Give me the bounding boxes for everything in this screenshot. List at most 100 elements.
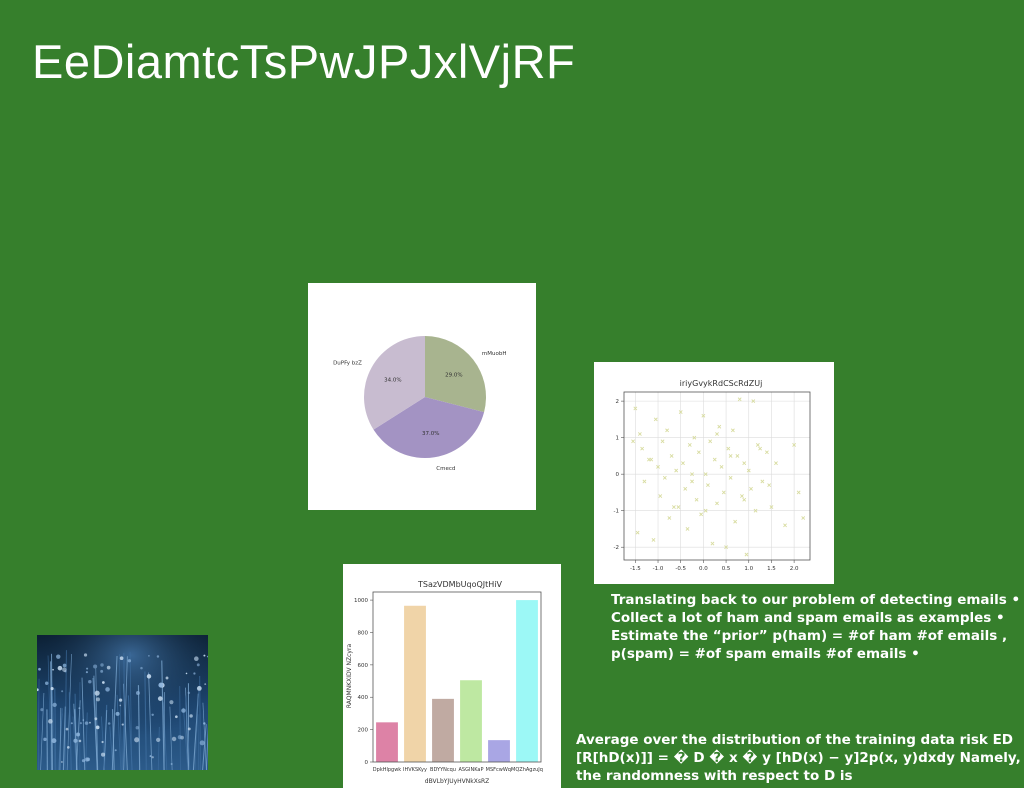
- scatter-point: [728, 453, 733, 458]
- photo-blossom: [158, 682, 164, 688]
- scatter-xtick-label: 2.0: [790, 566, 799, 572]
- photo-blossom: [115, 711, 120, 716]
- photo-blossom: [106, 665, 111, 670]
- bar-plot-frame: [372, 591, 542, 763]
- scatter-point: [694, 497, 699, 502]
- scatter-point: [633, 406, 638, 411]
- photo-blossom: [79, 722, 82, 725]
- scatter-point: [683, 486, 688, 491]
- photo-stem: [40, 692, 45, 770]
- photo-blossom: [73, 738, 78, 743]
- scatter-point: [662, 475, 667, 480]
- photo-blossom: [119, 656, 124, 661]
- scatter-point: [706, 483, 710, 488]
- scatter-point: [769, 505, 774, 509]
- photo-blossom: [127, 659, 132, 663]
- scatter-point: [667, 516, 672, 520]
- bar: [404, 605, 426, 762]
- scatter-ytick-label: 2: [616, 399, 620, 405]
- photo-stem: [37, 678, 40, 770]
- bar-chart-ylabel: RAQMNKXIDV NZcyra: [346, 644, 353, 709]
- photo-blossom: [157, 696, 163, 701]
- photo-blossom: [187, 727, 191, 731]
- photo-blossom: [83, 653, 88, 657]
- lavender-field-photo: [37, 635, 208, 770]
- photo-blossom: [100, 663, 104, 667]
- photo-blossom: [78, 707, 81, 710]
- photo-blossom: [196, 686, 202, 691]
- photo-stem: [157, 726, 160, 770]
- scatter-point: [676, 505, 681, 509]
- scatter-xtick-label: -1.5: [630, 566, 641, 572]
- photo-blossom: [170, 763, 173, 766]
- photo-blossom: [204, 683, 207, 686]
- photo-blossom: [81, 759, 86, 763]
- photo-stem: [59, 707, 62, 770]
- scatter-point: [637, 432, 642, 436]
- photo-blossom: [56, 654, 61, 659]
- photo-blossom: [169, 700, 174, 705]
- photo-blossom: [102, 681, 105, 684]
- scatter-point: [660, 439, 665, 444]
- scatter-point: [733, 519, 738, 524]
- scatter-point: [703, 472, 708, 477]
- scatter-chart-title: iriyGvykRdCScRdZUj: [680, 379, 763, 388]
- photo-blossom: [84, 721, 89, 725]
- slide-title: EeDiamtcTsPwJPJxlVjRF: [32, 35, 576, 88]
- bar-xtick-label: ASGINKaP: [459, 767, 484, 773]
- scatter-point: [746, 468, 751, 473]
- scatter-point: [755, 443, 760, 447]
- bar: [432, 698, 454, 762]
- photo-blossom: [185, 672, 188, 675]
- scatter-point: [674, 468, 679, 473]
- scatter-point: [737, 397, 742, 402]
- photo-blossom: [85, 671, 88, 674]
- scatter-xtick-label: 0.5: [722, 566, 731, 572]
- photo-stem: [100, 716, 106, 770]
- bar: [376, 722, 398, 762]
- scatter-point: [701, 413, 706, 418]
- photo-stem: [54, 688, 57, 770]
- scatter-point: [687, 443, 692, 447]
- photo-blossom: [114, 749, 117, 752]
- photo-blossom: [66, 746, 70, 749]
- photo-stem: [68, 692, 72, 770]
- bar-xtick-label: DpkHlpgwk: [373, 767, 402, 773]
- photo-stem: [194, 685, 200, 770]
- pie-pct-label: 37.0%: [422, 431, 439, 437]
- bar-chart-card: TSazVDMbUqoQJtHiV RAQMNKXIDV NZcyra DpkH…: [343, 564, 561, 788]
- photo-blossom: [203, 654, 206, 657]
- photo-blossom: [156, 655, 160, 658]
- photo-blossom: [100, 669, 104, 673]
- scatter-point: [692, 435, 697, 440]
- photo-blossom: [45, 681, 49, 685]
- scatter-point: [656, 464, 660, 469]
- photo-stem: [199, 675, 201, 770]
- scatter-point: [678, 410, 683, 415]
- scatter-point: [671, 505, 676, 509]
- scatter-point: [753, 508, 758, 513]
- bar-ytick-label: 200: [358, 728, 369, 734]
- photo-blossom: [88, 679, 92, 684]
- bar-ytick-label: 400: [358, 695, 369, 701]
- scatter-point: [631, 439, 635, 444]
- photo-blossom: [151, 713, 154, 717]
- scatter-point: [715, 501, 719, 506]
- scatter-point: [665, 428, 670, 433]
- photo-stem: [162, 702, 168, 770]
- photo-stem: [51, 682, 56, 770]
- scatter-ytick-label: -1: [614, 509, 619, 515]
- pie-slice: [364, 336, 425, 430]
- scatter-point: [690, 479, 694, 484]
- scatter-point: [767, 483, 772, 488]
- photo-blossom: [151, 756, 154, 759]
- pie-slice-label: mMuobH: [482, 351, 507, 357]
- photo-blossom: [135, 726, 139, 730]
- scatter-xtick-label: -0.5: [675, 566, 686, 572]
- photo-blossom: [37, 688, 39, 692]
- photo-stem: [185, 695, 191, 770]
- scatter-xtick-label: 1.0: [744, 566, 753, 572]
- scatter-point: [719, 464, 724, 469]
- scatter-point: [685, 527, 690, 531]
- photo-blossom: [65, 727, 69, 731]
